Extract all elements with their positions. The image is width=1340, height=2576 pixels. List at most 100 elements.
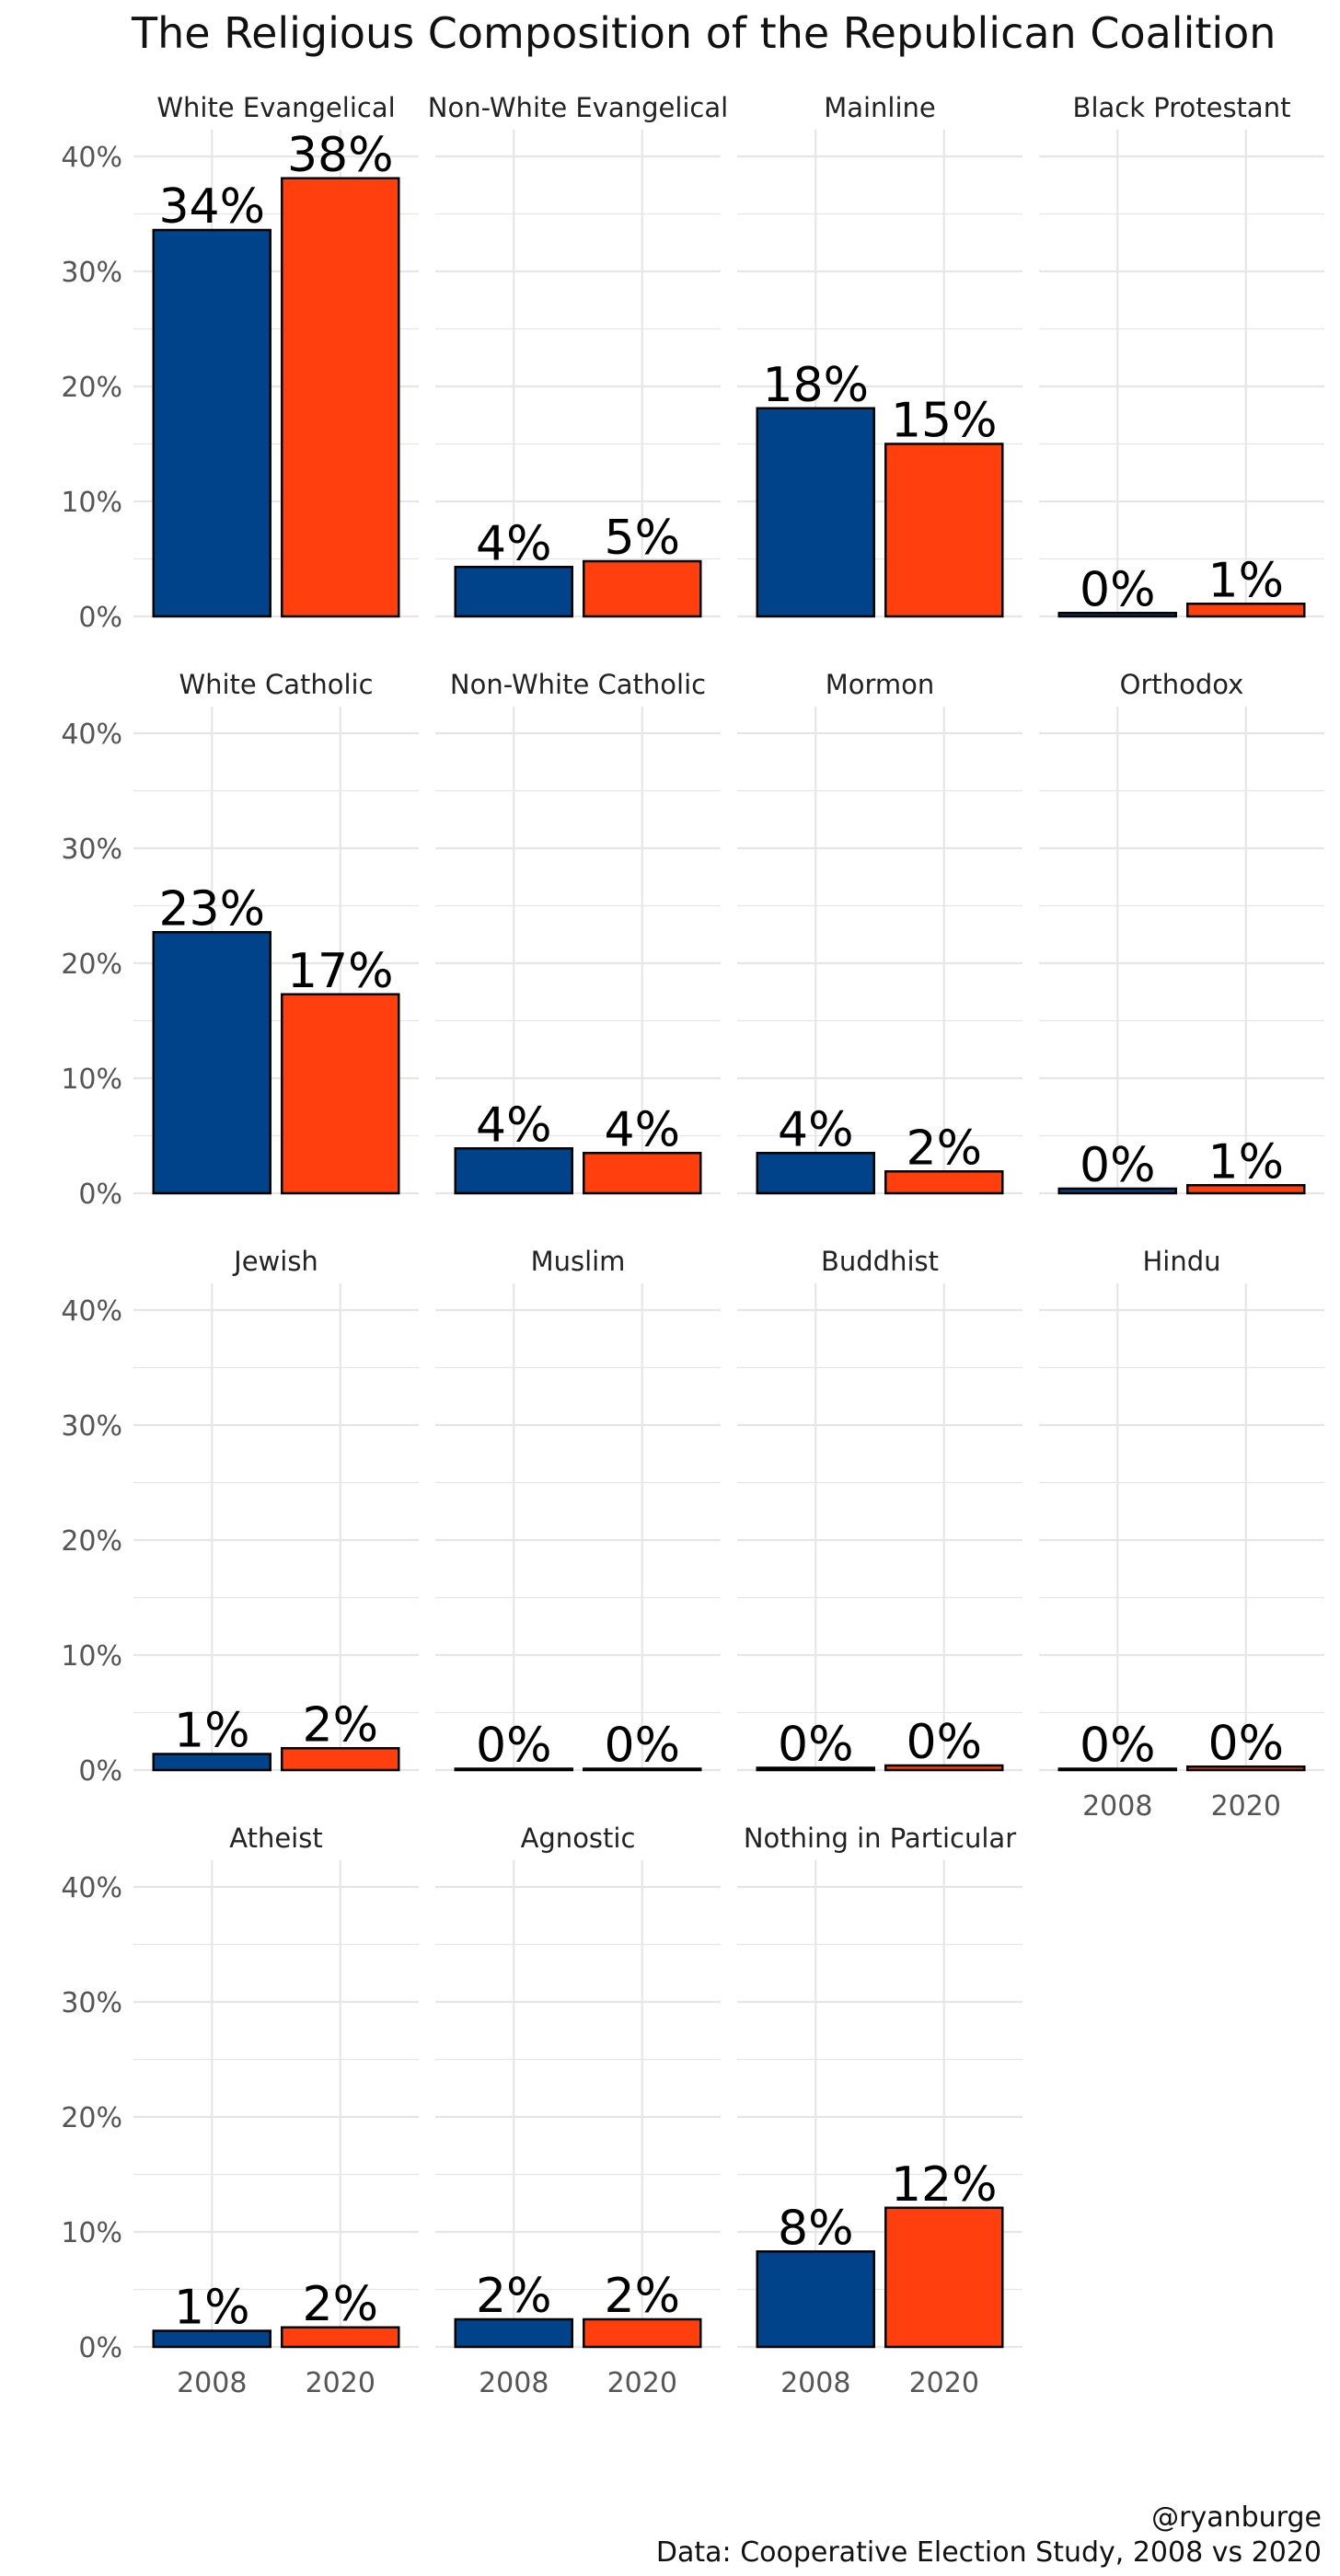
- bar-agnostic-2020: [583, 2317, 702, 2349]
- panel-white-evangelical: White Evangelical 0% 10% 20% 30% 40% 34% 38%: [61, 92, 419, 634]
- panel-title: Mormon: [826, 669, 935, 700]
- panel-white-catholic: White Catholic 0% 10% 20% 30% 40% 23% 17%: [61, 669, 419, 1211]
- bar-atheist-2020: [281, 2326, 400, 2349]
- x-tick-label: 2008: [1082, 1790, 1152, 1823]
- y-tick-label: 10%: [61, 1640, 122, 1673]
- bar-buddhist-2008: [756, 1766, 875, 1772]
- panel-title: Atheist: [229, 1823, 322, 1854]
- data-label-atheist-2008: 1%: [174, 2281, 250, 2336]
- bar-atheist-2008: [152, 2329, 271, 2349]
- data-label-atheist-2020: 2%: [303, 2277, 379, 2332]
- y-tick-label: 20%: [61, 949, 122, 981]
- panel-title: Agnostic: [521, 1823, 636, 1854]
- data-label-jewish-2008: 1%: [174, 1704, 250, 1759]
- bar-mormon-2008: [756, 1152, 875, 1195]
- facet-panels: White Evangelical 0% 10% 20% 30% 40% 34% 38% Non…: [61, 92, 1324, 2399]
- panel-non-white-catholic: Non-White Catholic 4% 4%: [435, 669, 721, 1195]
- panel-buddhist: Buddhist 0% 0%: [737, 1246, 1022, 1773]
- x-tick-label: 2008: [177, 2367, 247, 2399]
- data-label-non-white-evangelical-2008: 4%: [476, 516, 552, 571]
- bar-muslim-2020: [583, 1767, 702, 1772]
- y-tick-label: 40%: [61, 719, 122, 751]
- bar-hindu-2020: [1186, 1765, 1306, 1772]
- y-tick-label: 20%: [61, 1525, 122, 1558]
- bar-nothing-in-particular-2020: [884, 2206, 1004, 2349]
- data-label-jewish-2020: 2%: [303, 1697, 379, 1753]
- y-tick-label: 20%: [61, 372, 122, 404]
- bar-non-white-evangelical-2020: [583, 559, 702, 618]
- panel-atheist: Atheist 0% 10% 20% 30% 40% 1% 2% 2008 2020: [61, 1823, 419, 2399]
- data-label-non-white-catholic-2020: 4%: [605, 1102, 681, 1157]
- data-label-non-white-evangelical-2020: 5%: [605, 511, 681, 566]
- data-label-white-evangelical-2020: 38%: [287, 128, 394, 183]
- bar-black-protestant-2020: [1186, 603, 1306, 618]
- bar-orthodox-2020: [1186, 1184, 1306, 1195]
- bar-nothing-in-particular-2008: [756, 2250, 875, 2349]
- panel-title: Muslim: [531, 1246, 626, 1277]
- panel-title: Orthodox: [1120, 669, 1244, 700]
- data-label-mainline-2008: 18%: [762, 358, 869, 413]
- caption-author: @ryanburge: [1151, 2501, 1322, 2534]
- data-label-buddhist-2020: 0%: [907, 1715, 983, 1770]
- bar-white-catholic-2008: [152, 931, 271, 1195]
- panel-title: Mainline: [824, 92, 936, 123]
- x-tick-label: 2008: [780, 2367, 850, 2399]
- bar-mainline-2008: [756, 407, 875, 618]
- x-tick-label: 2020: [607, 2367, 677, 2399]
- data-label-non-white-catholic-2008: 4%: [476, 1098, 552, 1153]
- bar-mainline-2020: [884, 443, 1004, 618]
- panel-title: Non-White Catholic: [450, 669, 706, 700]
- data-label-nothing-in-particular-2008: 8%: [778, 2201, 854, 2256]
- data-label-agnostic-2008: 2%: [476, 2269, 552, 2324]
- bar-buddhist-2020: [884, 1764, 1004, 1772]
- panel-orthodox: Orthodox 0% 1%: [1039, 669, 1324, 1195]
- panel-title: White Catholic: [179, 669, 373, 700]
- panel-title: Jewish: [232, 1246, 318, 1277]
- y-tick-label: 10%: [61, 487, 122, 519]
- data-label-orthodox-2008: 0%: [1080, 1138, 1156, 1193]
- y-tick-label: 0%: [78, 602, 122, 634]
- data-label-mainline-2020: 15%: [891, 394, 998, 449]
- y-tick-label: 40%: [61, 1872, 122, 1904]
- data-label-buddhist-2008: 0%: [778, 1718, 854, 1773]
- panel-agnostic: Agnostic 2% 2% 2008 2020: [435, 1823, 721, 2399]
- data-label-white-evangelical-2008: 34%: [158, 179, 265, 235]
- bar-orthodox-2008: [1057, 1187, 1177, 1195]
- y-tick-label: 20%: [61, 2102, 122, 2134]
- panel-black-protestant: Black Protestant 0% 1%: [1039, 92, 1324, 618]
- data-label-hindu-2008: 0%: [1080, 1719, 1156, 1774]
- bar-jewish-2008: [152, 1753, 271, 1772]
- x-tick-label: 2020: [306, 2367, 375, 2399]
- panel-mormon: Mormon 4% 2%: [737, 669, 1022, 1195]
- y-tick-label: 10%: [61, 2217, 122, 2249]
- chart-title: The Religious Composition of the Republi…: [131, 8, 1276, 58]
- data-label-muslim-2008: 0%: [476, 1719, 552, 1774]
- caption-source: Data: Cooperative Election Study, 2008 v…: [656, 2536, 1322, 2569]
- panel-title: Buddhist: [821, 1246, 939, 1277]
- bar-white-catholic-2020: [281, 993, 400, 1195]
- bar-non-white-catholic-2020: [583, 1152, 702, 1195]
- caption: @ryanburge Data: Cooperative Election St…: [656, 2501, 1322, 2569]
- data-label-black-protestant-2020: 1%: [1208, 553, 1285, 608]
- bar-muslim-2008: [454, 1767, 573, 1772]
- x-tick-label: 2020: [909, 2367, 979, 2399]
- panel-title: Non-White Evangelical: [428, 92, 728, 123]
- data-label-black-protestant-2008: 0%: [1080, 562, 1156, 617]
- panel-nothing-in-particular: Nothing in Particular 8% 12% 2008 2020: [737, 1823, 1022, 2399]
- y-tick-label: 0%: [78, 1755, 122, 1788]
- data-label-nothing-in-particular-2020: 12%: [891, 2157, 998, 2213]
- data-label-white-catholic-2008: 23%: [158, 881, 265, 937]
- panel-title: Nothing in Particular: [744, 1823, 1016, 1854]
- x-tick-label: 2020: [1211, 1790, 1281, 1823]
- data-label-muslim-2020: 0%: [605, 1719, 681, 1774]
- data-label-mormon-2020: 2%: [907, 1121, 983, 1176]
- panel-title: Hindu: [1142, 1246, 1220, 1277]
- panel-hindu: Hindu 0% 0% 2008 2020: [1039, 1246, 1324, 1823]
- data-label-hindu-2020: 0%: [1208, 1716, 1285, 1771]
- y-tick-label: 40%: [61, 1295, 122, 1328]
- panel-jewish: Jewish 0% 10% 20% 30% 40% 1% 2%: [61, 1246, 419, 1788]
- y-tick-label: 10%: [61, 1064, 122, 1096]
- bar-hindu-2008: [1057, 1767, 1177, 1772]
